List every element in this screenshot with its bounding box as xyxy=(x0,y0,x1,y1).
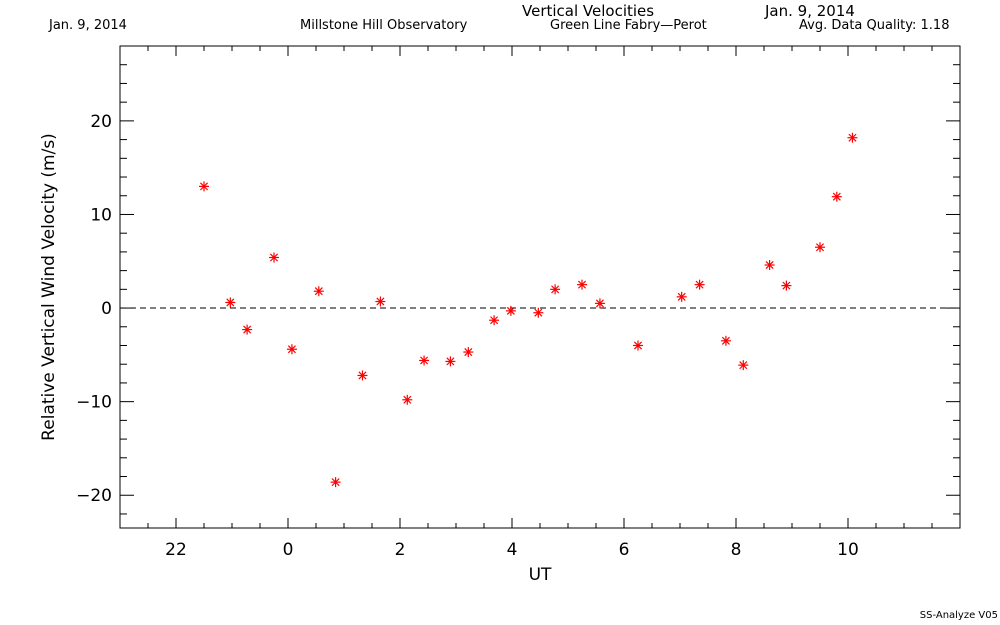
y-tick-label: −10 xyxy=(76,393,112,413)
header-observatory: Millstone Hill Observatory xyxy=(300,18,468,33)
y-tick-label: 10 xyxy=(90,205,112,225)
x-tick-labels: 22 0 2 4 6 8 10 xyxy=(165,540,859,560)
header-date-right: Jan. 9, 2014 xyxy=(765,2,855,20)
x-tick-label: 10 xyxy=(837,540,859,560)
header-quality: Avg. Data Quality: 1.18 xyxy=(799,18,950,33)
plot-frame xyxy=(119,45,961,529)
data-point xyxy=(738,360,749,371)
data-point xyxy=(489,315,500,326)
header-instrument: Green Line Fabry—Perot xyxy=(550,18,707,33)
x-axis-label: UT xyxy=(529,565,552,585)
x-tick-label: 22 xyxy=(165,540,187,560)
x-tick-label: 0 xyxy=(283,540,294,560)
data-point xyxy=(633,340,643,351)
y-tick-label: 0 xyxy=(101,299,112,319)
data-point xyxy=(815,242,825,253)
data-point xyxy=(402,394,413,405)
data-point xyxy=(375,296,386,307)
x-tick-label: 8 xyxy=(731,540,742,560)
data-point xyxy=(445,356,456,367)
axis-ticks xyxy=(119,45,960,528)
y-tick-label: 20 xyxy=(90,112,112,132)
data-point xyxy=(225,297,236,308)
data-point xyxy=(550,284,561,295)
data-point xyxy=(847,132,858,143)
data-point xyxy=(694,279,705,290)
data-point xyxy=(505,305,516,316)
data-point xyxy=(831,191,842,202)
data-point xyxy=(577,279,587,290)
data-point xyxy=(764,260,775,271)
chart-title: Vertical Velocities xyxy=(522,2,655,20)
x-tick-label: 2 xyxy=(395,540,406,560)
data-point xyxy=(269,252,279,263)
y-tick-labels: −20 −10 0 10 20 xyxy=(76,112,112,506)
y-tick-label: −20 xyxy=(76,486,112,506)
data-point xyxy=(357,370,368,381)
data-point xyxy=(533,307,544,318)
data-points xyxy=(199,132,858,488)
data-point xyxy=(199,181,209,192)
data-point xyxy=(594,298,605,309)
software-version: SS-Analyze V05 xyxy=(919,610,998,621)
data-point xyxy=(242,324,253,335)
data-point xyxy=(676,291,687,302)
data-point xyxy=(781,280,792,291)
x-tick-label: 6 xyxy=(619,540,630,560)
data-point xyxy=(286,344,297,355)
data-point xyxy=(330,477,341,488)
y-axis-label: Relative Vertical Wind Velocity (m/s) xyxy=(39,133,59,441)
data-point xyxy=(720,335,731,346)
header-date-left: Jan. 9, 2014 xyxy=(49,18,127,33)
data-point xyxy=(419,355,430,366)
data-point xyxy=(463,347,474,358)
x-tick-label: 4 xyxy=(507,540,518,560)
data-point xyxy=(313,286,324,297)
